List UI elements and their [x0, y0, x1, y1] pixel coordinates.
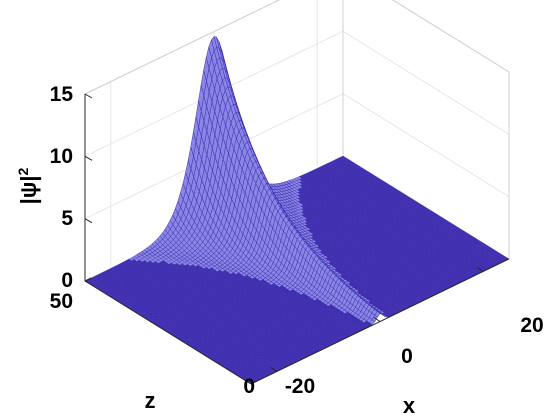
- side-wall-gridline: [342, 30, 510, 135]
- side-wall-gridline: [392, 0, 510, 73]
- box-edge: [84, 0, 281, 95]
- box-edge: [392, 0, 510, 73]
- surface-mesh: [84, 36, 510, 385]
- side-wall-gridline: [342, 93, 510, 198]
